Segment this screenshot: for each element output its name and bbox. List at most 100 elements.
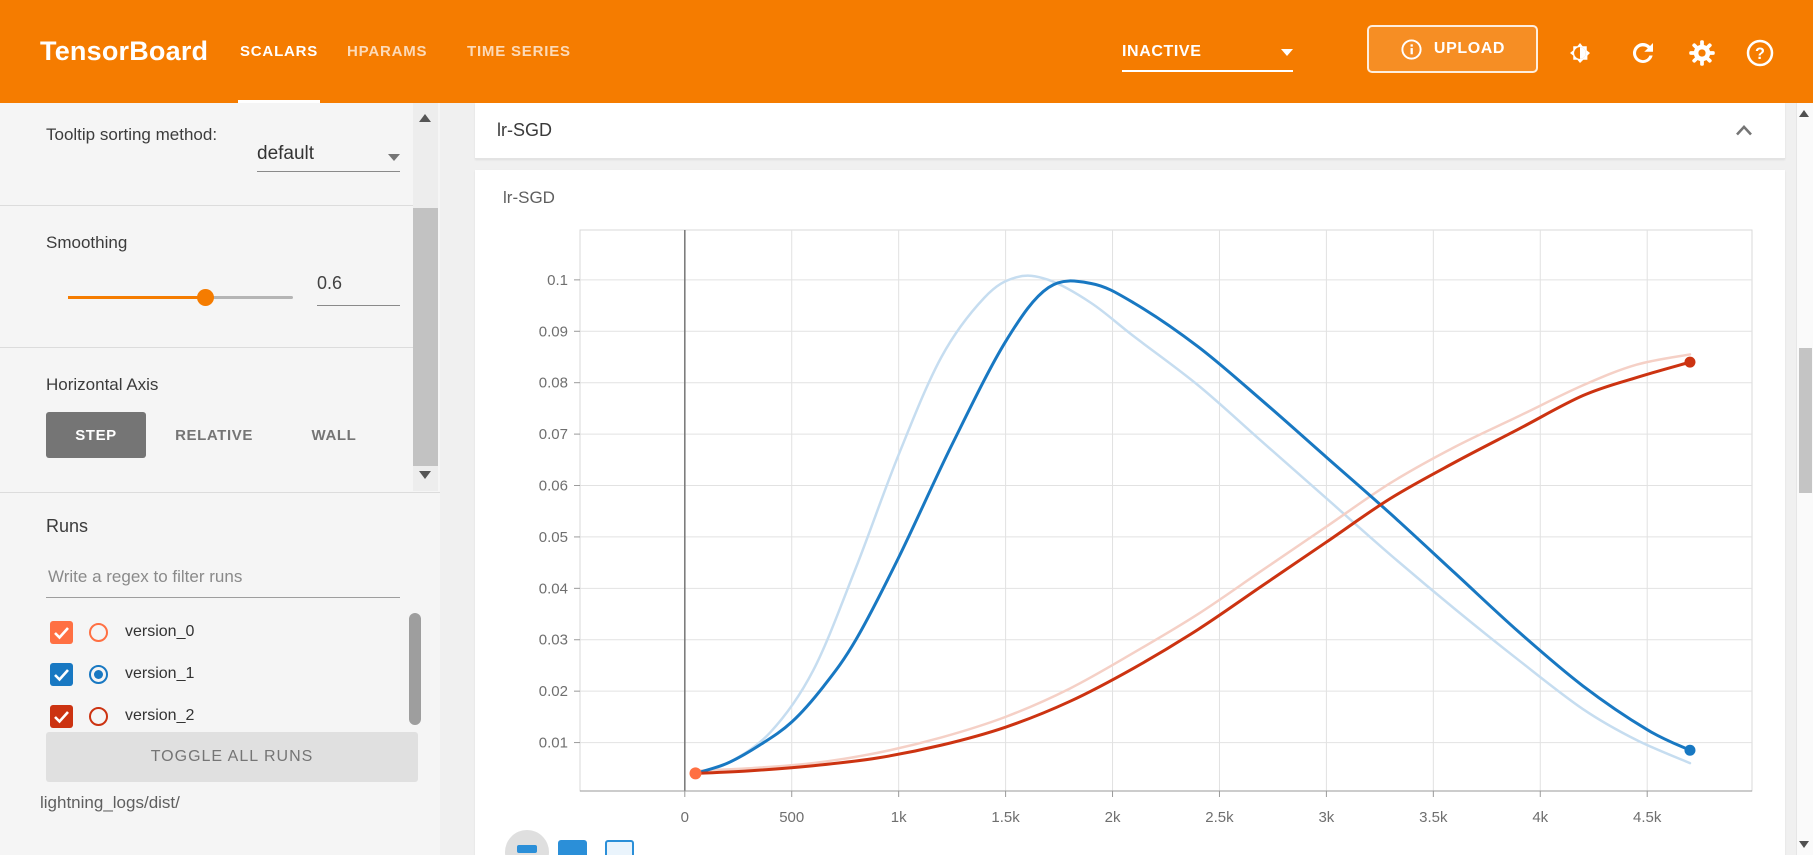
y-tick-label: 0.09 (539, 323, 568, 340)
settings-sidebar: Tooltip sorting method: default Smoothin… (0, 103, 440, 855)
run-radio[interactable] (89, 706, 108, 726)
tooltip-sorting-select[interactable]: default (257, 129, 400, 172)
x-tick-label: 3k (1318, 809, 1334, 826)
tab-hparams[interactable]: HPARAMS (347, 43, 428, 60)
app-header: TensorBoard SCALARS HPARAMS TIME SERIES … (0, 0, 1813, 103)
pin-chart-button[interactable] (558, 840, 587, 855)
axis-wall-button[interactable]: WALL (311, 426, 357, 444)
axis-relative-button[interactable]: RELATIVE (175, 426, 253, 444)
chevron-up-icon[interactable] (1730, 117, 1758, 145)
run-checkbox[interactable] (50, 620, 73, 644)
smoothing-slider-fill (68, 296, 205, 299)
smoothing-value-field[interactable]: 0.6 (317, 273, 400, 306)
help-icon[interactable]: ? (1745, 38, 1775, 68)
radio-dot (94, 669, 103, 679)
horizontal-axis-label: Horizontal Axis (46, 375, 159, 394)
run-row-version_2[interactable]: version_2 (50, 695, 400, 737)
smoothing-label: Smoothing (46, 233, 128, 252)
scalar-group-title: lr-SGD (497, 120, 552, 140)
y-tick-label: 0.1 (547, 272, 568, 289)
scroll-down-icon[interactable] (1799, 841, 1809, 848)
chevron-down-icon (388, 154, 400, 161)
x-tick-label: 1.5k (991, 809, 1020, 826)
y-tick-label: 0.05 (539, 529, 568, 546)
smoothing-slider-thumb[interactable] (197, 289, 214, 306)
runs-label: Runs (46, 516, 89, 536)
status-dropdown[interactable]: INACTIVE (1122, 34, 1293, 72)
scroll-up-icon[interactable] (1799, 110, 1809, 117)
runs-filter (46, 555, 404, 599)
y-tick-label: 0.04 (539, 580, 568, 597)
run-checkbox[interactable] (50, 704, 73, 728)
x-tick-label: 4.5k (1633, 809, 1662, 826)
tab-scalars[interactable]: SCALARS (237, 0, 321, 103)
axis-step-button[interactable]: STEP (46, 412, 146, 458)
series-line-version_1-smoothed (693, 279, 1692, 775)
info-icon (1401, 38, 1422, 60)
run-name-label: version_2 (125, 707, 195, 724)
run-name-label: version_1 (125, 665, 195, 682)
plot-border (579, 229, 1753, 792)
run-list-scrollbar-thumb[interactable] (409, 613, 421, 725)
y-tick-label: 0.03 (539, 632, 568, 649)
brightness-icon[interactable] (1565, 38, 1595, 68)
check-icon (54, 626, 69, 639)
settings-icon[interactable] (1687, 38, 1717, 68)
toggle-all-runs-button[interactable]: TOGGLE ALL RUNS (46, 732, 418, 782)
scalar-group-header[interactable]: lr-SGD (475, 103, 1785, 159)
run-row-version_1[interactable]: version_1 (50, 653, 400, 695)
scroll-up-icon[interactable] (419, 114, 431, 122)
run-checkbox[interactable] (50, 662, 73, 686)
app-title: TensorBoard (40, 36, 209, 66)
chart-title: lr-SGD (503, 188, 555, 207)
sidebar-scrollbar[interactable] (413, 103, 438, 491)
sidebar-scrollbar-thumb[interactable] (413, 208, 438, 466)
divider (0, 205, 413, 206)
run-count-glyph (517, 845, 537, 853)
x-tick-label: 3.5k (1419, 809, 1448, 826)
y-tick-label: 0.08 (539, 375, 568, 392)
tooltip-sorting-value: default (257, 143, 315, 164)
smoothing-slider[interactable] (68, 289, 293, 306)
x-tick-label: 1k (891, 809, 907, 826)
check-icon (54, 668, 69, 681)
y-tick-label: 0.01 (539, 735, 568, 752)
x-tick-label: 2.5k (1205, 809, 1234, 826)
run-list: version_0 version_1 version_2 (50, 611, 400, 737)
x-tick-label: 4k (1532, 809, 1548, 826)
page-scrollbar[interactable] (1796, 103, 1813, 855)
refresh-icon[interactable] (1628, 38, 1658, 68)
page-scrollbar-thumb[interactable] (1799, 348, 1812, 493)
tooltip-sorting-label: Tooltip sorting method: (46, 125, 218, 144)
series-end-dot-version_2-smoothed (1684, 356, 1696, 368)
check-icon (54, 710, 69, 723)
expand-chart-button[interactable] (605, 840, 634, 855)
runs-filter-input[interactable] (46, 555, 404, 599)
run-name-label: version_0 (125, 623, 195, 640)
series-line-version_2-smoothed (693, 360, 1692, 775)
y-tick-label: 0.07 (539, 426, 568, 443)
status-dropdown-value: INACTIVE (1122, 43, 1202, 60)
upload-button[interactable]: UPLOAD (1367, 25, 1538, 73)
series-line-version_1-raw (694, 274, 1692, 775)
tab-time-series[interactable]: TIME SERIES (467, 43, 571, 60)
chevron-down-icon (1281, 48, 1293, 56)
log-directory-label: lightning_logs/dist/ (40, 793, 180, 812)
run-row-version_0[interactable]: version_0 (50, 611, 400, 653)
svg-text:?: ? (1755, 45, 1765, 63)
divider (0, 492, 440, 493)
x-tick-label: 500 (779, 809, 804, 826)
scalar-chart-card: lr-SGD 0.01 0.02 0.03 0.04 0.05 0.06 0.07 0.08 0… (475, 170, 1785, 855)
series-end-dot-version_1-smoothed (1684, 744, 1696, 756)
run-radio[interactable] (89, 622, 108, 642)
scroll-down-icon[interactable] (419, 471, 431, 479)
series-line-version_2-raw (694, 353, 1692, 773)
x-tick-label: 2k (1105, 809, 1121, 826)
lr-sgd-chart[interactable]: 0.01 0.02 0.03 0.04 0.05 0.06 0.07 0.08 0.09 0.1 0… (505, 225, 1775, 855)
x-tick-label: 0 (681, 809, 689, 826)
y-tick-label: 0.06 (539, 478, 568, 495)
run-radio[interactable] (89, 664, 108, 684)
series-point-version_0 (689, 767, 702, 780)
y-tick-label: 0.02 (539, 683, 568, 700)
